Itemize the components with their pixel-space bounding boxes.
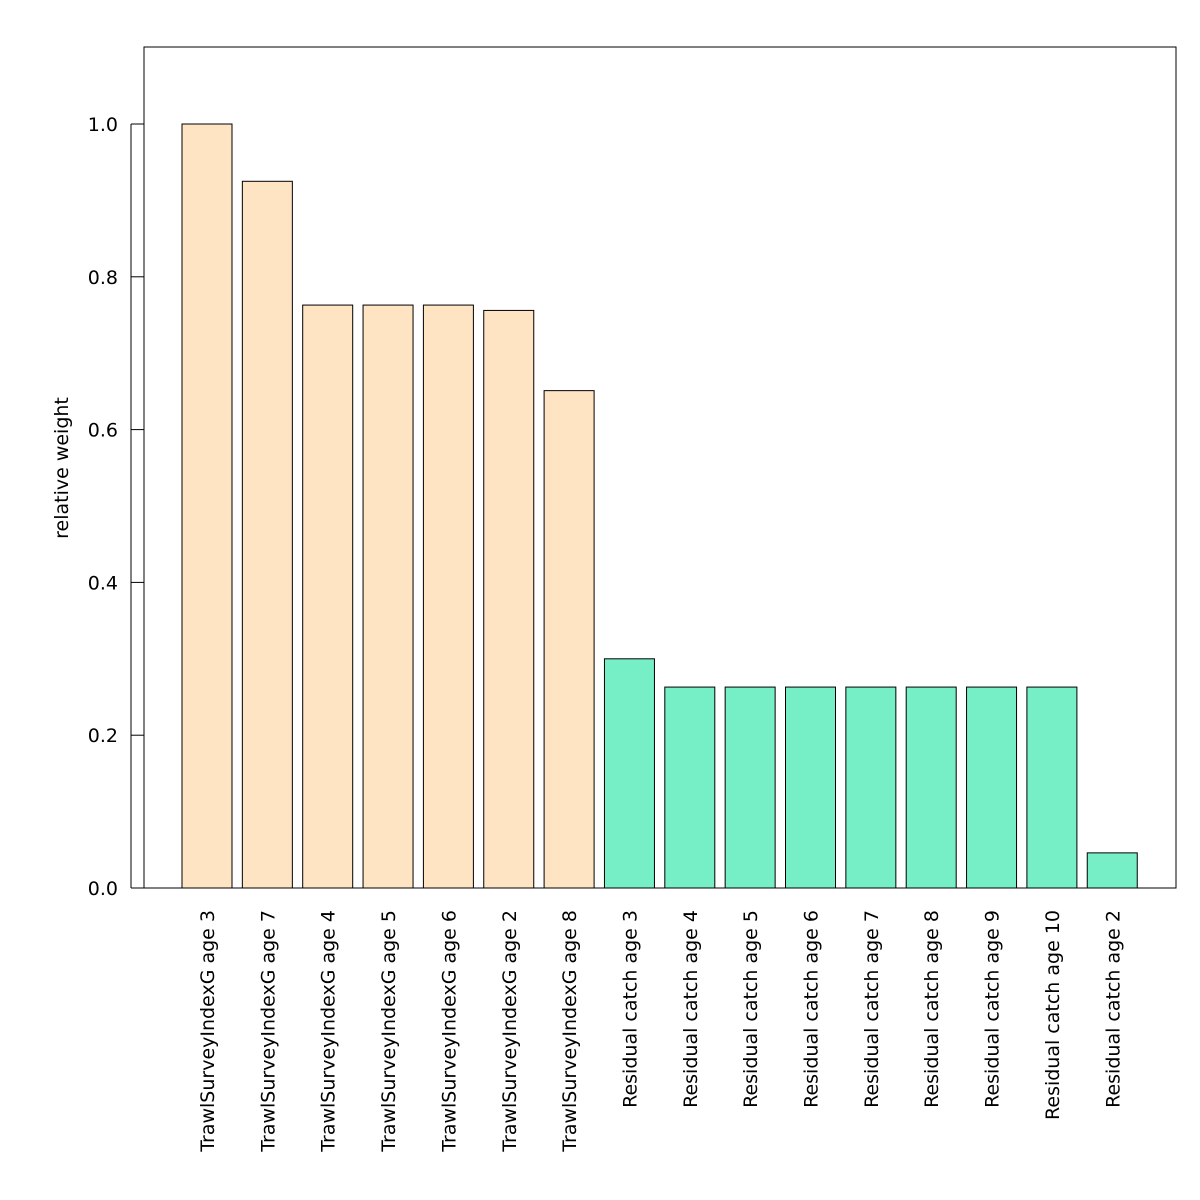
x-tick-label: Residual catch age 9 xyxy=(982,910,1004,1108)
x-tick-label: TrawlSurveyIndexG age 2 xyxy=(499,910,521,1153)
bar-9 xyxy=(664,686,716,889)
y-axis-title: relative weight xyxy=(51,397,73,539)
y-tick-label: 1.0 xyxy=(88,114,118,136)
bar-7 xyxy=(543,390,595,889)
y-tick-label: 0.0 xyxy=(88,878,118,900)
x-tick-label: TrawlSurveyIndexG age 5 xyxy=(378,910,400,1153)
bar-3 xyxy=(302,304,354,889)
plot-frame xyxy=(143,46,1177,889)
x-tick-label: Residual catch age 4 xyxy=(680,910,702,1108)
bar-10 xyxy=(724,686,776,889)
x-tick-label: TrawlSurveyIndexG age 6 xyxy=(438,910,460,1153)
y-tick-label: 0.4 xyxy=(88,572,118,594)
y-tick-label: 0.6 xyxy=(88,420,118,442)
x-tick-label: Residual catch age 3 xyxy=(619,910,641,1108)
x-tick-label: Residual catch age 5 xyxy=(740,910,762,1108)
x-axis-labels: TrawlSurveyIndexG age 3 TrawlSurveyIndexG… xyxy=(197,910,1124,1153)
bar-5 xyxy=(422,304,474,889)
bar-13 xyxy=(905,686,957,889)
bar-14 xyxy=(966,686,1018,889)
y-tick-label: 0.8 xyxy=(88,267,118,289)
y-axis: 0.0 0.2 0.4 0.6 0.8 1.0 xyxy=(88,114,144,900)
x-tick-label: Residual catch age 7 xyxy=(861,910,883,1108)
bar-6 xyxy=(483,309,535,889)
x-tick-label: Residual catch age 10 xyxy=(1042,910,1064,1120)
bars-layer xyxy=(181,123,1138,889)
bar-12 xyxy=(845,686,897,889)
x-tick-label: Residual catch age 8 xyxy=(921,910,943,1108)
x-tick-label: TrawlSurveyIndexG age 3 xyxy=(197,910,219,1153)
x-tick-label: Residual catch age 6 xyxy=(801,910,823,1108)
x-tick-label: TrawlSurveyIndexG age 8 xyxy=(559,910,581,1153)
bar-8 xyxy=(603,658,655,889)
bar-4 xyxy=(362,304,414,889)
bar-1 xyxy=(181,123,233,889)
x-tick-label: TrawlSurveyIndexG age 4 xyxy=(318,910,340,1153)
x-tick-label: Residual catch age 2 xyxy=(1102,910,1124,1108)
bar-16 xyxy=(1086,852,1138,889)
bar-2 xyxy=(241,180,293,889)
x-tick-label: TrawlSurveyIndexG age 7 xyxy=(257,910,279,1153)
bar-15 xyxy=(1026,686,1078,889)
bar-11 xyxy=(785,686,836,889)
y-tick-label: 0.2 xyxy=(88,725,118,747)
